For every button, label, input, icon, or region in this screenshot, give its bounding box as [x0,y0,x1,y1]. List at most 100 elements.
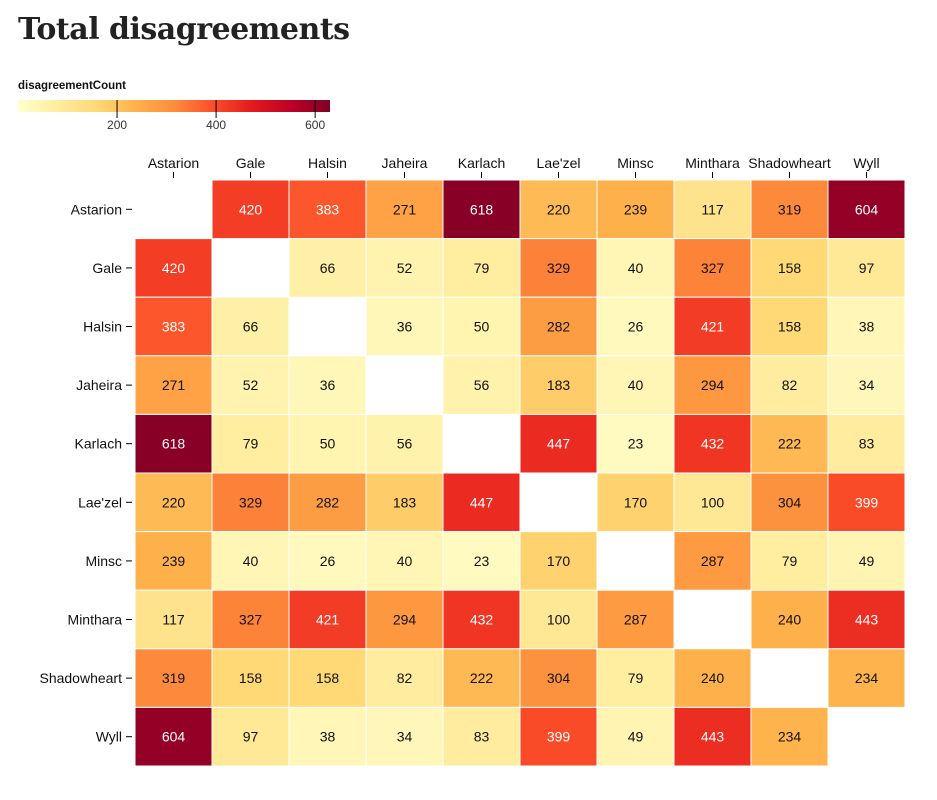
heatmap-cell [827,472,906,533]
heatmap-cell-label: 183 [393,494,417,510]
heatmap-cell-label: 287 [624,612,648,628]
heatmap-cell [134,648,213,708]
x-tick-label: Karlach [458,155,505,171]
heatmap-cell [365,238,444,298]
heatmap-cell-label: 319 [778,201,802,217]
y-tick-label: Minsc [85,553,122,569]
x-tick-label: Gale [236,155,266,171]
heatmap-cell [134,531,213,591]
heatmap-cell-label: 421 [316,612,340,628]
heatmap-cell-label: 170 [547,553,571,569]
heatmap-cell [827,238,906,298]
heatmap-cell-label: 443 [701,729,725,745]
heatmap-cell-label: 271 [162,377,186,393]
heatmap-cell-label: 40 [397,553,413,569]
heatmap-cell-label: 234 [778,729,802,745]
heatmap-cell-label: 50 [320,436,336,452]
heatmap-cell-label: 23 [628,436,644,452]
heatmap-cell [827,355,906,415]
heatmap-cell-label: 183 [547,377,571,393]
chart-title: Total disagreements [18,12,350,47]
heatmap-cell-label: 26 [320,553,336,569]
heatmap-cell-label: 79 [243,436,259,452]
heatmap-cell-label: 239 [162,553,186,569]
heatmap-cell [750,531,829,591]
y-tick-label: Wyll [96,729,122,745]
heatmap-cell [288,355,367,415]
heatmap-cell [596,472,675,533]
heatmap-cell-label: 383 [162,319,186,335]
heatmap-cell-label: 40 [628,260,644,276]
heatmap-cell [134,413,213,474]
heatmap-cell [673,706,752,767]
heatmap-cell-label: 432 [701,436,725,452]
heatmap-cell-label: 66 [320,260,336,276]
heatmap-cell [365,413,444,474]
heatmap-cell-label: 443 [855,612,879,628]
heatmap-cell-label: 79 [782,553,798,569]
heatmap-cell [519,413,598,474]
heatmap-cell [673,238,752,298]
x-tick-label: Wyll [853,155,879,171]
heatmap-cell-label: 282 [547,319,571,335]
heatmap-cell [827,179,906,240]
heatmap-cell-label: 421 [701,319,725,335]
heatmap-cell [365,472,444,533]
heatmap-cell [750,238,829,298]
heatmap-cell-label: 234 [855,670,879,686]
heatmap-cell-label: 271 [393,201,417,217]
heatmap-cell-label: 604 [162,729,186,745]
heatmap-cell-label: 319 [162,670,186,686]
heatmap-cell-label: 100 [547,612,571,628]
heatmap-cell [442,296,521,357]
heatmap-cell-label: 26 [628,319,644,335]
heatmap-cell-label: 79 [474,260,490,276]
heatmap-cell-label: 420 [239,201,263,217]
heatmap-cell-label: 82 [782,377,798,393]
heatmap-cell [442,706,521,767]
heatmap-cell [288,238,367,298]
heatmap-cell [750,355,829,415]
heatmap-cell [673,179,752,240]
heatmap-cell [288,413,367,474]
heatmap-cell-label: 294 [701,377,725,393]
y-tick-label: Lae'zel [78,494,122,510]
heatmap-cell-label: 79 [628,670,644,686]
heatmap-cell-label: 220 [162,494,186,510]
heatmap-cell-label: 158 [778,260,802,276]
heatmap-cell [750,179,829,240]
heatmap-cell [442,589,521,650]
heatmap-cell [365,179,444,240]
heatmap-cell [519,648,598,708]
heatmap-cell [750,472,829,533]
y-tick-label: Karlach [75,436,122,452]
heatmap-cell [288,179,367,240]
y-tick-label: Jaheira [76,377,122,393]
heatmap-cell-label: 49 [628,729,644,745]
heatmap-cell-label: 83 [474,729,490,745]
heatmap-cell-label: 52 [243,377,259,393]
heatmap-cell [288,706,367,767]
heatmap-cell-label: 294 [393,612,417,628]
heatmap-cell [673,296,752,357]
legend-title: disagreementCount [18,80,126,92]
heatmap-cell [596,589,675,650]
x-tick-label: Shadowheart [748,155,831,171]
heatmap-cell [442,238,521,298]
heatmap-cell-label: 56 [474,377,490,393]
heatmap-cell-label: 170 [624,494,648,510]
y-tick-label: Halsin [83,319,122,335]
heatmap-cell-label: 40 [628,377,644,393]
legend-gradient [18,100,330,112]
heatmap-cell-label: 117 [162,612,185,628]
heatmap-cell-label: 327 [701,260,725,276]
heatmap-cell [596,238,675,298]
heatmap-cell-label: 383 [316,201,340,217]
heatmap-cell-label: 117 [701,201,724,217]
heatmap-cell [596,706,675,767]
heatmap-cell-label: 82 [397,670,413,686]
heatmap-cell-label: 52 [397,260,413,276]
heatmap-cell [519,589,598,650]
heatmap-cell-label: 158 [239,670,263,686]
y-tick-label: Shadowheart [39,670,122,686]
